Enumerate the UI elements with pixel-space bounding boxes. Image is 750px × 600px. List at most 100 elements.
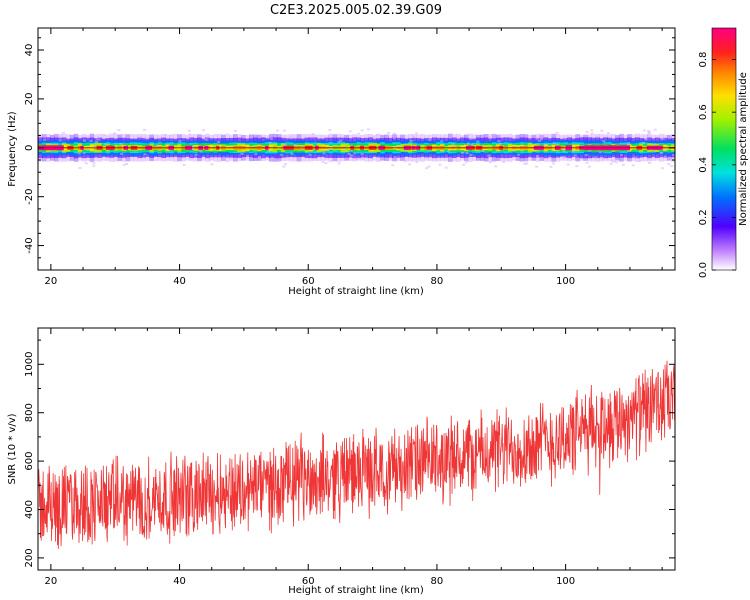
- heatmap-speck: [638, 159, 642, 162]
- snr-x-ticks: 20 40 60 80 100: [45, 328, 663, 587]
- heatmap-speck: [375, 134, 379, 137]
- heatmap-speck: [540, 137, 544, 140]
- colorbar-tick-label: 0.8: [698, 52, 709, 68]
- heatmap-speck: [258, 156, 262, 159]
- heatmap-speck: [84, 162, 88, 165]
- heatmap-speck: [517, 153, 521, 156]
- heatmap-speck: [552, 142, 556, 145]
- snr-x-tick-label: 60: [302, 576, 315, 587]
- heatmap-speck: [523, 162, 527, 165]
- heatmap-speck: [476, 140, 480, 143]
- heatmap-speck: [538, 139, 542, 142]
- snr-x-tick-label: 80: [431, 576, 444, 587]
- heatmap-speck: [182, 163, 186, 166]
- heatmap-speck: [647, 130, 651, 133]
- heatmap-speck: [426, 148, 430, 151]
- heatmap-speck: [594, 156, 598, 159]
- heatmap-speck: [660, 167, 664, 170]
- colorbar: 0.0 0.2 0.4 0.6 0.8 Normalized spectral ampl…: [698, 27, 749, 278]
- heatmap-speck: [169, 134, 173, 137]
- heatmap-speck: [283, 143, 287, 146]
- heatmap-speck: [322, 152, 326, 155]
- heatmap-speck: [178, 139, 182, 142]
- heatmap-speck: [488, 136, 492, 139]
- heatmap-speck: [444, 166, 448, 169]
- heatmap-speck: [347, 152, 351, 155]
- heatmap-speck: [562, 148, 566, 151]
- heatmap-speck: [393, 156, 397, 159]
- heatmap-speck: [440, 140, 444, 143]
- snr-y-tick-label: 1000: [24, 352, 35, 377]
- heatmap-speck: [602, 140, 606, 143]
- heatmap-speck: [535, 155, 539, 158]
- heatmap-speck: [659, 152, 663, 155]
- heatmap-speck: [233, 129, 237, 132]
- heatmap-speck: [536, 136, 540, 139]
- heatmap-speck: [82, 151, 86, 154]
- heatmap-speck: [337, 141, 341, 144]
- heatmap-speck: [282, 129, 286, 132]
- heatmap-speck: [217, 141, 221, 144]
- heatmap-speck: [187, 129, 191, 132]
- heatmap-speck: [407, 163, 411, 166]
- heatmap-speck: [497, 140, 501, 143]
- heatmap-speck: [222, 156, 226, 159]
- heatmap-speck: [372, 136, 376, 139]
- heatmap-speck: [353, 152, 357, 155]
- heatmap-speck: [357, 132, 361, 135]
- snr-series-line: [38, 360, 675, 549]
- heatmap-speck: [267, 150, 271, 153]
- heatmap-speck: [268, 141, 272, 144]
- heatmap-speck: [206, 136, 210, 139]
- spectrogram-y-tick-label: 20: [24, 93, 35, 106]
- colorbar-tick-label: 0.0: [698, 262, 709, 278]
- heatmap-speck: [284, 163, 288, 166]
- heatmap-speck: [404, 160, 408, 163]
- heatmap-speck: [525, 162, 529, 165]
- heatmap-speck: [462, 163, 466, 166]
- heatmap-speck: [415, 161, 419, 164]
- spectrogram-x-tick-label: 20: [45, 276, 58, 287]
- heatmap-speck: [494, 165, 498, 168]
- heatmap-speck: [311, 133, 315, 136]
- heatmap-speck: [488, 161, 492, 164]
- heatmap-speck: [502, 161, 506, 164]
- heatmap-speck: [270, 138, 274, 141]
- heatmap-speck: [328, 129, 332, 132]
- heatmap-speck: [647, 131, 651, 134]
- heatmap-speck: [590, 129, 594, 132]
- snr-x-tick-label: 20: [45, 576, 58, 587]
- heatmap-speck: [644, 138, 648, 141]
- heatmap-speck: [387, 131, 391, 134]
- heatmap-speck: [77, 152, 81, 155]
- heatmap-speck: [267, 136, 271, 139]
- heatmap-speck: [276, 159, 280, 162]
- spectrogram-x-ticks: 20 40 60 80 100: [45, 28, 663, 287]
- heatmap-speck: [541, 134, 545, 137]
- heatmap-speck: [270, 158, 274, 161]
- colorbar-label: Normalized spectral amplitude: [738, 72, 749, 226]
- spectrogram-plot-area: [38, 128, 675, 170]
- heatmap-speck: [481, 149, 485, 152]
- heatmap-speck: [633, 156, 637, 159]
- heatmap-speck: [139, 136, 143, 139]
- heatmap-speck: [330, 147, 334, 150]
- heatmap-speck: [275, 129, 279, 132]
- heatmap-speck: [282, 165, 286, 168]
- heatmap-speck: [572, 149, 576, 152]
- heatmap-speck: [631, 164, 635, 167]
- heatmap-speck: [563, 137, 567, 140]
- heatmap-speck: [199, 150, 203, 153]
- heatmap-speck: [204, 138, 208, 141]
- heatmap-speck: [355, 157, 359, 160]
- spectrogram-y-tick-label: -20: [24, 188, 35, 204]
- heatmap-speck: [95, 140, 99, 143]
- heatmap-speck: [600, 157, 604, 160]
- heatmap-speck: [103, 143, 107, 146]
- heatmap-speck: [348, 130, 352, 133]
- colorbar-tick-label: 0.4: [698, 157, 709, 173]
- spectrogram-y-tick-label: -40: [24, 237, 35, 253]
- heatmap-speck: [642, 142, 646, 145]
- heatmap-speck: [124, 162, 128, 165]
- heatmap-speck: [470, 137, 474, 140]
